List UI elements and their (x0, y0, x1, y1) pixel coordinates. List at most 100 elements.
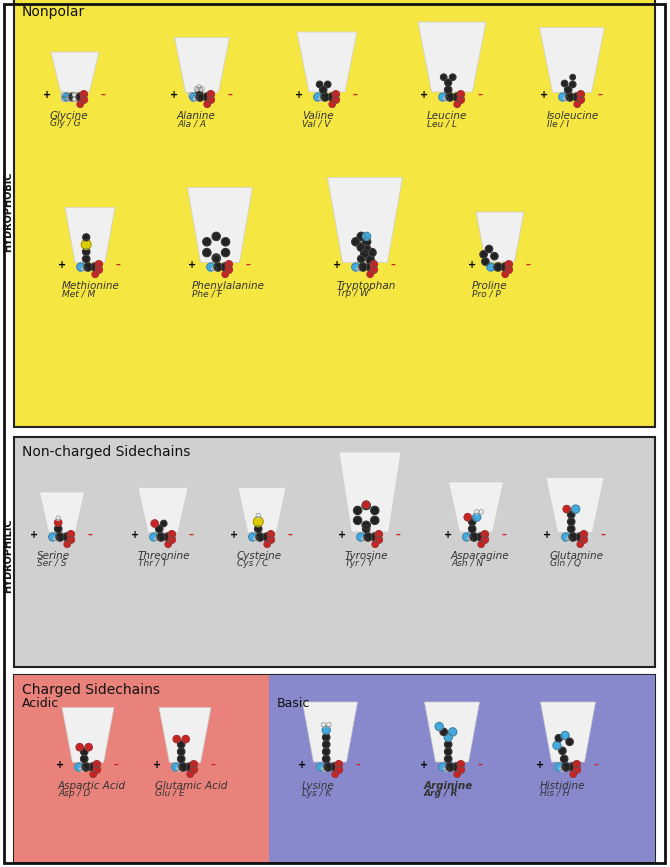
Text: +: + (170, 90, 178, 100)
Text: –: – (478, 760, 482, 770)
Text: Non-charged Sidechains: Non-charged Sidechains (22, 445, 190, 459)
Circle shape (354, 517, 362, 525)
Polygon shape (418, 22, 486, 92)
Circle shape (362, 238, 371, 246)
Circle shape (203, 249, 211, 257)
Circle shape (486, 263, 495, 271)
Circle shape (352, 263, 360, 271)
Circle shape (173, 735, 180, 743)
Circle shape (82, 255, 90, 263)
Text: Tryptophan: Tryptophan (337, 281, 397, 291)
Circle shape (263, 533, 271, 541)
Circle shape (357, 232, 365, 240)
Text: Thr / T: Thr / T (138, 559, 168, 568)
Text: +: + (153, 760, 161, 770)
Circle shape (463, 533, 471, 541)
Circle shape (357, 266, 362, 271)
Circle shape (61, 96, 67, 101)
Circle shape (221, 263, 229, 271)
Circle shape (95, 266, 103, 273)
Circle shape (501, 263, 509, 271)
Circle shape (69, 93, 77, 101)
Circle shape (80, 755, 88, 762)
Circle shape (574, 101, 580, 108)
Circle shape (569, 533, 577, 541)
Text: Cys / C: Cys / C (237, 559, 269, 568)
Text: Histidine: Histidine (540, 781, 586, 791)
Circle shape (204, 101, 210, 108)
Circle shape (371, 506, 379, 514)
Circle shape (82, 248, 90, 255)
Circle shape (76, 744, 83, 751)
Circle shape (321, 722, 326, 727)
Circle shape (151, 520, 158, 527)
Circle shape (165, 541, 172, 547)
Text: +: + (543, 530, 551, 540)
Circle shape (56, 516, 60, 520)
Text: –: – (352, 90, 357, 100)
Polygon shape (297, 32, 357, 92)
Polygon shape (174, 37, 230, 93)
Text: Glutamic Acid: Glutamic Acid (155, 781, 227, 791)
Text: Valine: Valine (302, 111, 334, 121)
Circle shape (470, 533, 478, 541)
Circle shape (561, 81, 567, 87)
Circle shape (155, 537, 159, 541)
Circle shape (80, 766, 84, 771)
Circle shape (572, 505, 580, 513)
Circle shape (464, 513, 471, 521)
Circle shape (358, 255, 364, 263)
Circle shape (444, 766, 449, 771)
Circle shape (254, 537, 259, 541)
Circle shape (182, 735, 190, 743)
Circle shape (49, 533, 57, 541)
Circle shape (505, 266, 513, 273)
Circle shape (80, 91, 87, 98)
Circle shape (249, 533, 257, 541)
Text: Isoleucine: Isoleucine (547, 111, 599, 121)
Text: +: + (131, 530, 139, 540)
Text: –: – (246, 260, 251, 270)
Circle shape (362, 501, 371, 510)
Circle shape (561, 732, 569, 740)
Circle shape (580, 536, 588, 544)
Circle shape (335, 766, 342, 773)
Circle shape (332, 96, 340, 103)
Text: –: – (502, 530, 507, 540)
Text: +: + (444, 530, 452, 540)
Circle shape (565, 86, 572, 94)
Circle shape (360, 250, 369, 257)
Text: Trp / W: Trp / W (337, 289, 369, 298)
Text: –: – (594, 760, 598, 770)
Circle shape (214, 263, 222, 271)
Text: +: + (230, 530, 238, 540)
Circle shape (367, 271, 373, 277)
Circle shape (321, 93, 329, 101)
Polygon shape (188, 187, 253, 263)
Circle shape (322, 755, 330, 762)
Circle shape (364, 533, 372, 541)
Circle shape (362, 525, 370, 532)
Circle shape (561, 755, 567, 762)
Circle shape (555, 763, 563, 771)
Circle shape (366, 256, 375, 264)
Circle shape (68, 96, 72, 101)
Polygon shape (302, 702, 358, 762)
Circle shape (222, 249, 230, 257)
Circle shape (319, 96, 324, 101)
Polygon shape (546, 478, 604, 532)
Circle shape (485, 245, 492, 252)
Circle shape (67, 96, 72, 101)
Circle shape (190, 760, 198, 768)
Text: Charged Sidechains: Charged Sidechains (22, 683, 160, 697)
Circle shape (366, 263, 375, 271)
Circle shape (445, 741, 452, 748)
Circle shape (84, 263, 92, 271)
Text: +: + (420, 90, 428, 100)
Circle shape (569, 763, 578, 771)
Text: Met / M: Met / M (62, 289, 95, 298)
Circle shape (362, 501, 370, 508)
Polygon shape (541, 702, 596, 762)
Text: –: – (287, 530, 292, 540)
Circle shape (267, 536, 275, 544)
